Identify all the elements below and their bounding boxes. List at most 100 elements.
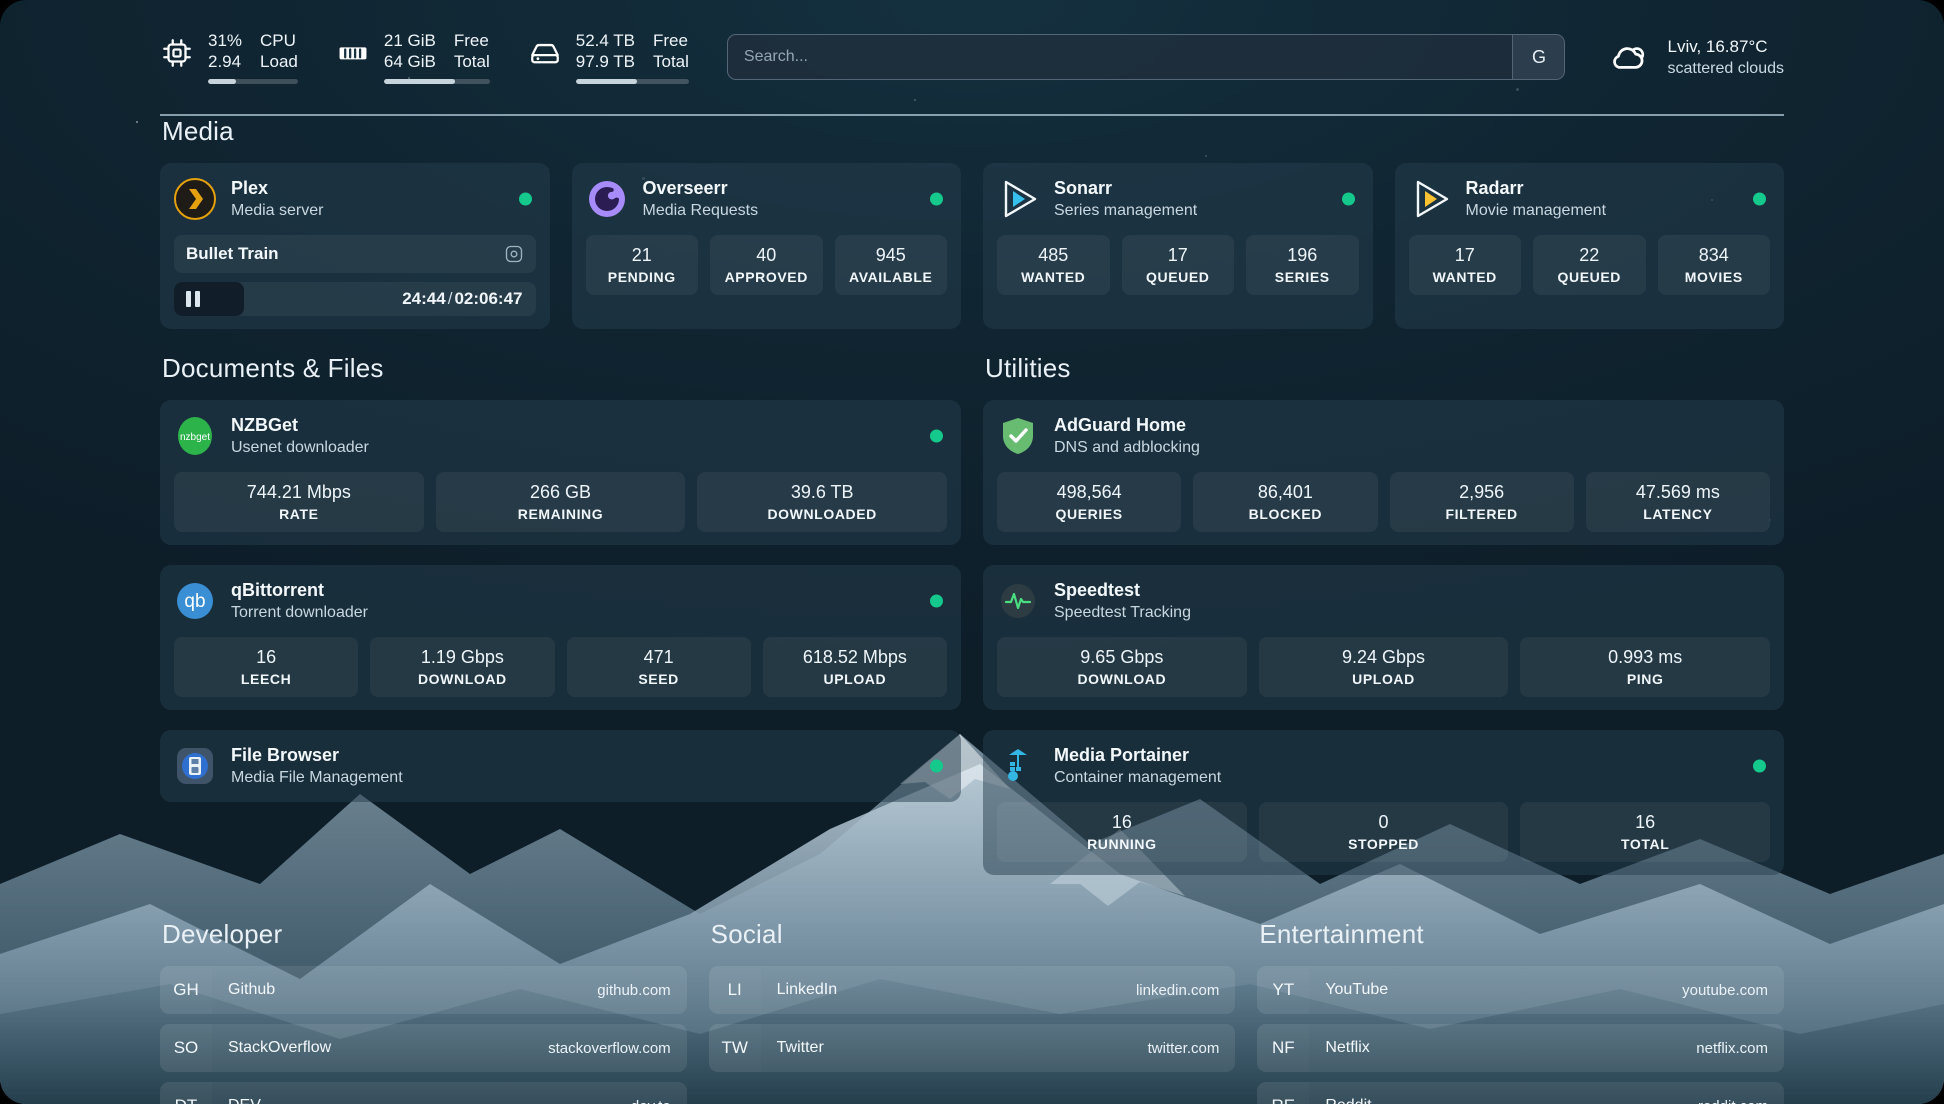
stat-block[interactable]: 945 AVAILABLE	[834, 235, 947, 295]
disk-icon	[528, 36, 562, 70]
stat-block[interactable]: 498,564 QUERIES	[997, 472, 1182, 532]
stat-label: TOTAL	[1620, 836, 1670, 852]
documents-utilities-area: Documents & Files nzbget	[160, 353, 1784, 875]
bookmark-name: Twitter	[776, 1039, 824, 1056]
bookmark-item-reddit[interactable]: RE Reddit reddit.com	[1257, 1082, 1784, 1104]
stat-block[interactable]: 16 RUNNING	[997, 802, 1247, 862]
service-card-media-portainer[interactable]: Media Portainer Container management 16 …	[983, 730, 1784, 875]
bookmark-item-dev[interactable]: DT DEV dev.to	[160, 1082, 687, 1104]
bookmark-url: dev.to	[631, 1098, 671, 1104]
service-card-overseerr[interactable]: Overseerr Media Requests 21 PENDING 40 A…	[571, 163, 961, 329]
progress-fill	[174, 282, 245, 316]
stat-block[interactable]: 22 QUEUED	[1533, 235, 1646, 295]
cpu-label-bottom: Load	[260, 52, 298, 71]
stat-block[interactable]: 266 GB REMAINING	[435, 472, 686, 532]
stat-label: UPLOAD	[823, 671, 887, 687]
stat-block[interactable]: 471 SEED	[566, 637, 751, 697]
service-card-nzbget[interactable]: nzbget NZBGet Usenet downloader 74	[160, 400, 961, 545]
stat-label: QUERIES	[1055, 506, 1123, 522]
card-header: nzbget NZBGet Usenet downloader	[174, 413, 947, 459]
stat-block[interactable]: 17 WANTED	[1408, 235, 1521, 295]
stat-block[interactable]: 16 LEECH	[174, 637, 359, 697]
stat-block[interactable]: 39.6 TB DOWNLOADED	[697, 472, 948, 532]
bookmark-item-youtube[interactable]: YT YouTube youtube.com	[1257, 966, 1784, 1014]
card-stats: 21 PENDING 40 APPROVED 945 AVAILABLE	[585, 235, 947, 295]
bookmark-abbr: GH	[160, 966, 212, 1014]
service-card-adguard-home[interactable]: AdGuard Home DNS and adblocking 498,564 …	[983, 400, 1784, 545]
service-card-file-browser[interactable]: File Browser Media File Management	[160, 730, 961, 802]
card-header: AdGuard Home DNS and adblocking	[997, 413, 1770, 459]
weather-widget[interactable]: Lviv, 16.87°C scattered clouds	[1601, 35, 1784, 79]
stat-block[interactable]: 0 STOPPED	[1258, 802, 1509, 862]
radarr-icon	[1409, 178, 1451, 220]
cpu-usage-bar	[208, 79, 298, 84]
service-card-plex[interactable]: Plex Media server Bullet Train	[160, 163, 550, 329]
disk-total-value: 97.9 TB	[575, 52, 635, 71]
bookmark-item-linkedin[interactable]: LI LinkedIn linkedin.com	[708, 966, 1236, 1014]
card-header: Plex Media server	[174, 176, 536, 222]
nzbget-icon: nzbget	[174, 415, 216, 457]
stat-block[interactable]: 21 PENDING	[585, 235, 698, 295]
card-subtitle: Speedtest Tracking	[1054, 604, 1191, 621]
card-subtitle: Media server	[231, 202, 324, 219]
stat-block[interactable]: 40 APPROVED	[710, 235, 823, 295]
stat-label: FILTERED	[1445, 506, 1518, 522]
pause-icon[interactable]	[186, 291, 200, 307]
stat-label: BLOCKED	[1248, 506, 1323, 522]
card-subtitle: Container management	[1054, 769, 1222, 786]
bookmark-url: twitter.com	[1147, 1039, 1220, 1057]
stat-block[interactable]: 2,956 FILTERED	[1389, 472, 1574, 532]
stat-block[interactable]: 834 MOVIES	[1657, 235, 1770, 295]
elapsed-time: 24:44	[402, 289, 446, 308]
stat-label: SEED	[638, 671, 679, 687]
stat-label: DOWNLOADED	[767, 506, 877, 522]
card-subtitle: Series management	[1054, 202, 1198, 219]
card-title: qBittorrent	[231, 580, 324, 600]
cpu-usage-value: 31%	[208, 31, 243, 50]
disk-free-value: 52.4 TB	[575, 31, 635, 50]
search-bar[interactable]: G	[726, 34, 1566, 80]
stat-value: 0	[1378, 812, 1389, 832]
mountain-background	[0, 584, 1944, 1104]
stat-block[interactable]: 86,401 BLOCKED	[1193, 472, 1378, 532]
service-card-sonarr[interactable]: Sonarr Series management 485 WANTED 17 Q…	[983, 163, 1373, 329]
stat-block[interactable]: 17 QUEUED	[1121, 235, 1234, 295]
bookmark-item-netflix[interactable]: NF Netflix netflix.com	[1257, 1024, 1784, 1072]
filebrowser-icon	[174, 745, 216, 787]
service-card-radarr[interactable]: Radarr Movie management 17 WANTED 22 QUE…	[1394, 163, 1784, 329]
stat-block[interactable]: 9.24 Gbps UPLOAD	[1258, 637, 1509, 697]
search-input[interactable]	[727, 35, 1513, 79]
stat-block[interactable]: 47.569 ms LATENCY	[1585, 472, 1770, 532]
gear-icon[interactable]	[504, 244, 524, 264]
stat-block[interactable]: 485 WANTED	[997, 235, 1110, 295]
bookmark-item-stackoverflow[interactable]: SO StackOverflow stackoverflow.com	[160, 1024, 687, 1072]
search-provider-button[interactable]: G	[1512, 35, 1565, 79]
memory-icon	[336, 36, 370, 70]
now-playing-progress[interactable]: 24:44/02:06:47	[174, 282, 536, 316]
stat-block[interactable]: 744.21 Mbps RATE	[174, 472, 424, 532]
stat-label: DOWNLOAD	[1077, 671, 1167, 687]
service-card-qbittorrent[interactable]: qb qBittorrent Torrent downloader	[160, 565, 961, 710]
stat-value: 47.569 ms	[1635, 482, 1720, 502]
bookmark-item-github[interactable]: GH Github github.com	[160, 966, 687, 1014]
stat-block[interactable]: 0.993 ms PING	[1520, 637, 1771, 697]
bookmark-item-twitter[interactable]: TW Twitter twitter.com	[708, 1024, 1236, 1072]
stat-block[interactable]: 16 TOTAL	[1520, 802, 1771, 862]
service-card-speedtest[interactable]: Speedtest Speedtest Tracking 9.65 Gbps D…	[983, 565, 1784, 710]
card-subtitle: Media Requests	[642, 202, 759, 219]
bookmark-name: LinkedIn	[776, 981, 838, 998]
weather-description: scattered clouds	[1667, 59, 1784, 77]
section-title-utilities: Utilities	[985, 353, 1071, 383]
stat-block[interactable]: 1.19 Gbps DOWNLOAD	[370, 637, 555, 697]
stat-block[interactable]: 196 SERIES	[1246, 235, 1359, 295]
stat-block[interactable]: 618.52 Mbps UPLOAD	[762, 637, 947, 697]
bookmark-name: YouTube	[1325, 981, 1389, 998]
card-subtitle: DNS and adblocking	[1054, 439, 1200, 456]
stat-block[interactable]: 9.65 Gbps DOWNLOAD	[997, 637, 1247, 697]
stat-label: RATE	[279, 506, 319, 522]
stat-value: 2,956	[1459, 482, 1505, 502]
section-title-documents: Documents & Files	[162, 353, 384, 383]
utilities-column: Utilities AdGuard Home	[983, 353, 1784, 875]
stat-label: PENDING	[607, 269, 676, 285]
